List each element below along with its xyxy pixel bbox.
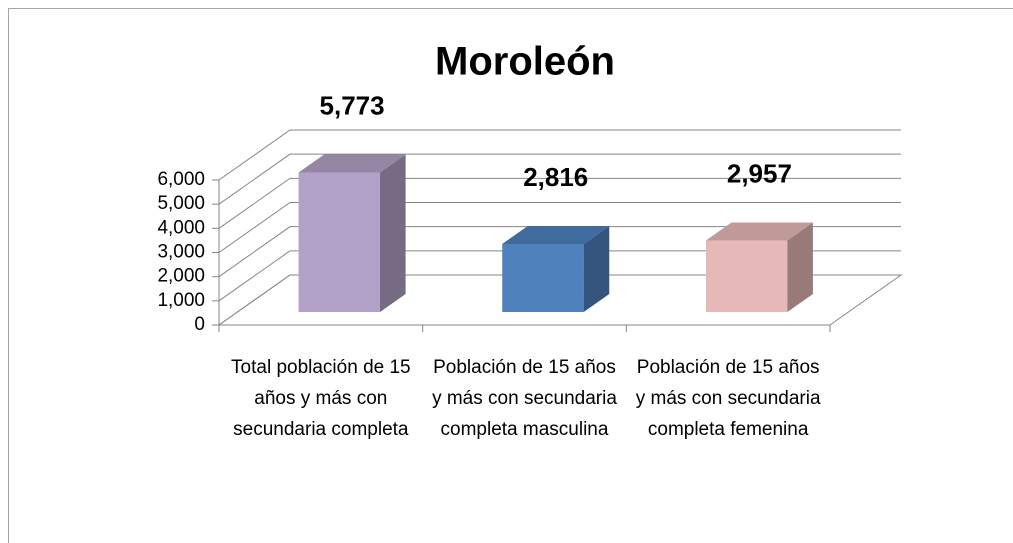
y-tick-label: 0 (194, 314, 205, 335)
y-tick-label: 4,000 (157, 217, 205, 238)
grid-line (218, 153, 901, 205)
y-tick-label: 3,000 (157, 242, 205, 263)
y-tick-label: 2,000 (157, 266, 205, 287)
y-tick-label: 5,000 (157, 193, 205, 214)
bar-top (298, 154, 406, 173)
value-label: 2,816 (523, 162, 588, 192)
grid-line (218, 226, 901, 278)
grid-line (218, 274, 901, 326)
bar-side (583, 225, 610, 312)
chart-border (8, 8, 1013, 543)
grid-line (218, 202, 901, 253)
value-label: 5,773 (320, 90, 385, 120)
chart-title: Moroleón (435, 40, 615, 84)
bar-top (705, 222, 813, 241)
bar-front (502, 243, 584, 312)
bar-front (705, 240, 788, 312)
y-tick-label: 1,000 (157, 290, 205, 311)
x-tick-label: Población de 15 años y más con secundari… (432, 357, 617, 440)
x-tick-label: Población de 15 años y más con secundari… (635, 357, 821, 440)
grid-line (218, 250, 901, 302)
y-tick-label: 6,000 (157, 169, 205, 190)
bar-front (298, 172, 381, 312)
value-label: 2,957 (727, 158, 792, 188)
grid-line (218, 129, 901, 181)
grid-line (218, 177, 901, 229)
bar-side (787, 222, 813, 312)
x-tick-label: Total población de 15 años y más con sec… (231, 357, 411, 440)
bar-top (502, 225, 610, 244)
bar-side (380, 154, 406, 312)
